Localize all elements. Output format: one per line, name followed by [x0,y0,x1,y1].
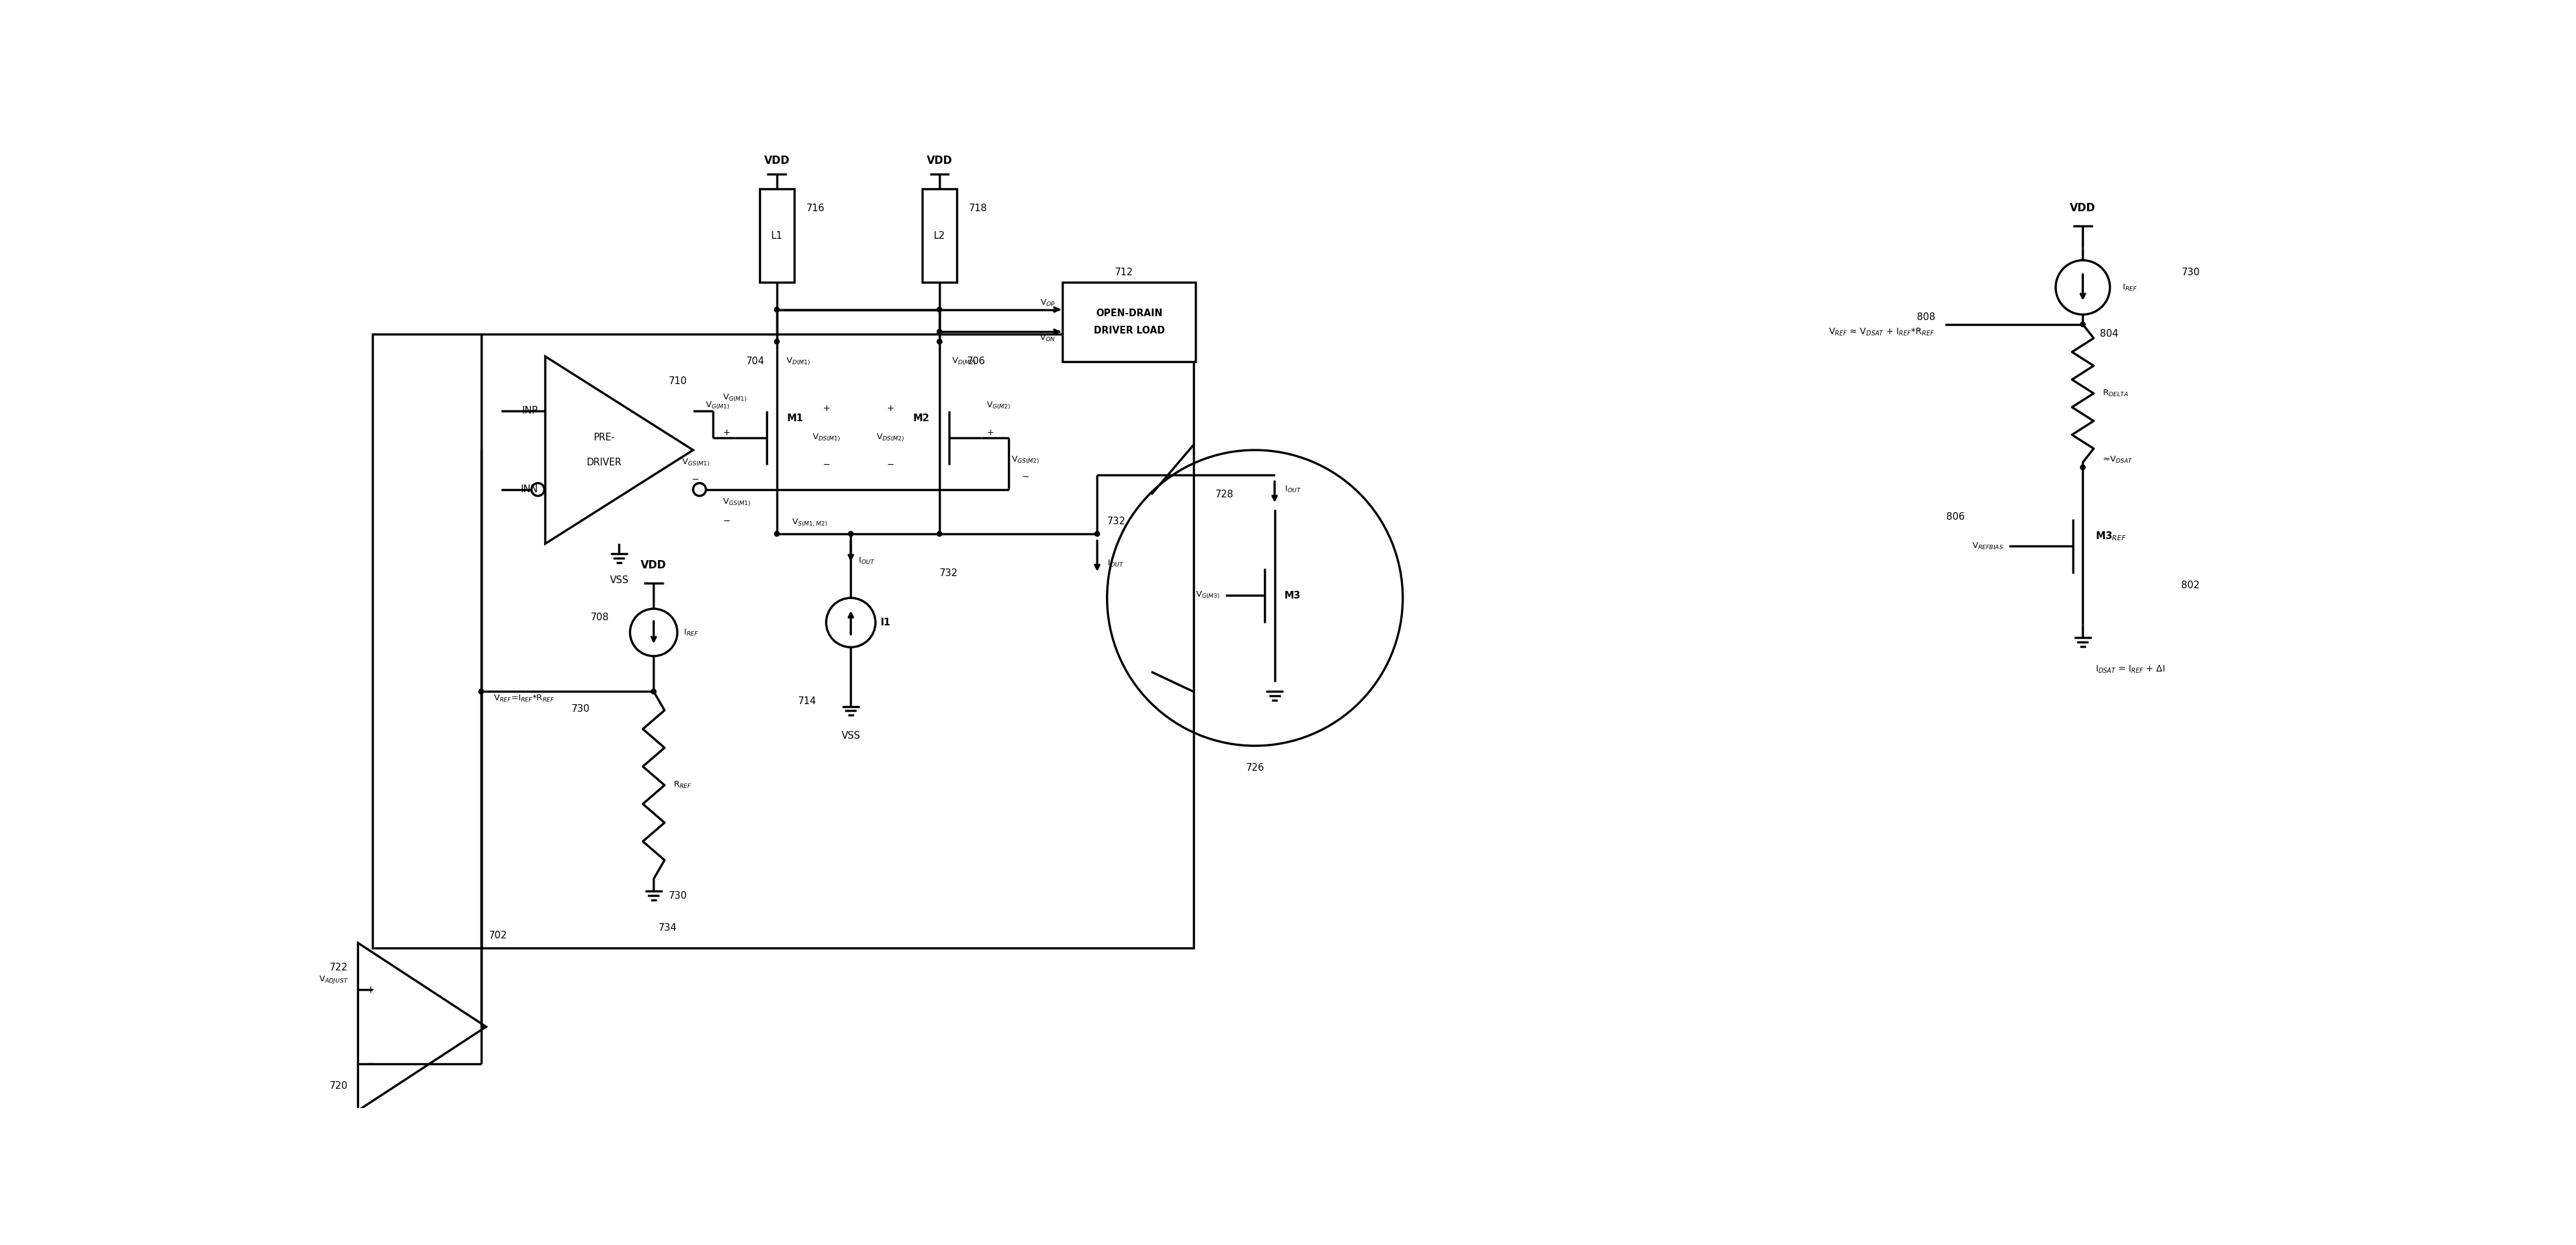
Circle shape [775,339,781,344]
Text: 730: 730 [2182,268,2200,278]
Bar [1064,283,1195,361]
Text: V$_{S(M1,M2)}$: V$_{S(M1,M2)}$ [791,518,827,528]
Text: V$_{GS(M2)}$: V$_{GS(M2)}$ [1012,454,1041,466]
Text: R$_{REF}$: R$_{REF}$ [672,781,693,791]
Bar [482,334,1193,947]
Text: L2: L2 [933,230,945,240]
Text: 712: 712 [1115,268,1133,278]
Circle shape [938,532,943,537]
Text: M3: M3 [1285,590,1301,600]
Circle shape [848,532,853,537]
Text: 718: 718 [969,204,987,213]
Text: −: − [1023,472,1030,482]
Text: M2: M2 [912,413,930,423]
Text: 706: 706 [966,356,984,366]
Text: DRIVER: DRIVER [587,458,621,467]
Circle shape [775,308,781,312]
Circle shape [2081,322,2087,327]
Text: V$_{OP}$: V$_{OP}$ [1041,298,1056,308]
Text: 730: 730 [670,891,688,901]
Text: V$_{D(M2)}$: V$_{D(M2)}$ [953,356,976,367]
Text: VDD: VDD [2071,202,2097,213]
Text: 806: 806 [1945,512,1965,522]
Circle shape [775,532,781,537]
Text: 722: 722 [330,962,348,972]
Text: OPEN-DRAIN: OPEN-DRAIN [1095,309,1162,317]
Text: 708: 708 [590,613,611,622]
Text: PRE-: PRE- [592,433,616,442]
Text: ≈V$_{DSAT}$: ≈V$_{DSAT}$ [2102,456,2133,464]
Text: M1: M1 [786,413,804,423]
Text: INN: INN [520,484,538,494]
Text: VDD: VDD [641,559,667,570]
Text: 710: 710 [670,376,688,386]
Circle shape [938,339,943,344]
Text: I$_{DSAT}$ = I$_{REF}$ + ΔI: I$_{DSAT}$ = I$_{REF}$ + ΔI [2094,665,2164,675]
Text: I$_{OUT}$: I$_{OUT}$ [858,557,876,565]
Text: M3$_{REF}$: M3$_{REF}$ [2094,530,2125,543]
Text: −: − [693,474,698,483]
Text: V$_{ADJUST}$: V$_{ADJUST}$ [319,974,348,985]
Text: 734: 734 [659,924,677,933]
Text: +: + [366,985,374,995]
Text: V$_{G(M1)}$: V$_{G(M1)}$ [706,400,729,411]
Text: V$_{D(M1)}$: V$_{D(M1)}$ [786,356,811,367]
Text: 716: 716 [806,204,824,213]
Text: R$_{DELTA}$: R$_{DELTA}$ [2102,388,2128,398]
Text: 802: 802 [2182,581,2200,590]
Text: V$_{G(M2)}$: V$_{G(M2)}$ [987,400,1010,411]
Text: V$_{G(M3)}$: V$_{G(M3)}$ [1195,590,1221,600]
Text: V$_{REF}$ ≈ V$_{DSAT}$ + I$_{REF}$*R$_{REF}$: V$_{REF}$ ≈ V$_{DSAT}$ + I$_{REF}$*R$_{R… [1829,327,1935,337]
Text: +: + [724,428,729,437]
Text: 732: 732 [940,569,958,578]
Text: 728: 728 [1216,489,1234,499]
Text: VDD: VDD [765,156,791,167]
Text: 808: 808 [1917,312,1935,322]
Text: −: − [724,517,729,525]
Text: +: + [886,403,894,412]
Text: −: − [366,1059,374,1068]
Text: +: + [987,428,994,437]
Text: V$_{ON}$: V$_{ON}$ [1038,334,1056,344]
Text: V$_{GS(M1)}$: V$_{GS(M1)}$ [680,457,711,468]
Text: 704: 704 [747,356,765,366]
Circle shape [938,308,943,312]
Text: VSS: VSS [842,731,860,741]
Bar [374,334,482,947]
Text: −: − [822,461,829,469]
Text: 732: 732 [1108,517,1126,527]
Text: I$_{REF}$: I$_{REF}$ [683,627,698,637]
Circle shape [2081,464,2087,469]
Bar [760,189,793,283]
Text: V$_{DS(M2)}$: V$_{DS(M2)}$ [876,432,904,443]
Text: DRIVER LOAD: DRIVER LOAD [1095,326,1164,336]
Circle shape [652,688,657,693]
Text: 720: 720 [330,1081,348,1091]
Text: VSS: VSS [611,575,629,585]
Text: −: − [886,461,894,469]
Text: V$_{G(M1)}$: V$_{G(M1)}$ [724,392,747,403]
Text: 804: 804 [2099,329,2117,339]
Text: V$_{GS(M1)}$: V$_{GS(M1)}$ [724,497,752,508]
Text: V$_{REFBIAS}$: V$_{REFBIAS}$ [1973,542,2004,552]
Text: 714: 714 [799,697,817,706]
Text: I$_{OUT}$: I$_{OUT}$ [1108,559,1123,568]
Bar [922,189,956,283]
Text: I$_{REF}$: I$_{REF}$ [2123,283,2138,293]
Text: +: + [822,403,829,412]
Text: 730: 730 [572,703,590,713]
Text: 702: 702 [489,931,507,940]
Text: I$_{OUT}$: I$_{OUT}$ [1285,484,1301,494]
Text: V$_{REF}$=I$_{REF}$*R$_{REF}$: V$_{REF}$=I$_{REF}$*R$_{REF}$ [495,693,556,703]
Circle shape [479,688,484,693]
Text: INP: INP [523,406,538,416]
Circle shape [938,329,943,334]
Text: VDD: VDD [927,156,953,167]
Text: L1: L1 [770,230,783,240]
Text: I1: I1 [881,618,891,627]
Text: V$_{DS(M1)}$: V$_{DS(M1)}$ [811,432,840,443]
Circle shape [1095,532,1100,537]
Text: 726: 726 [1247,763,1265,773]
